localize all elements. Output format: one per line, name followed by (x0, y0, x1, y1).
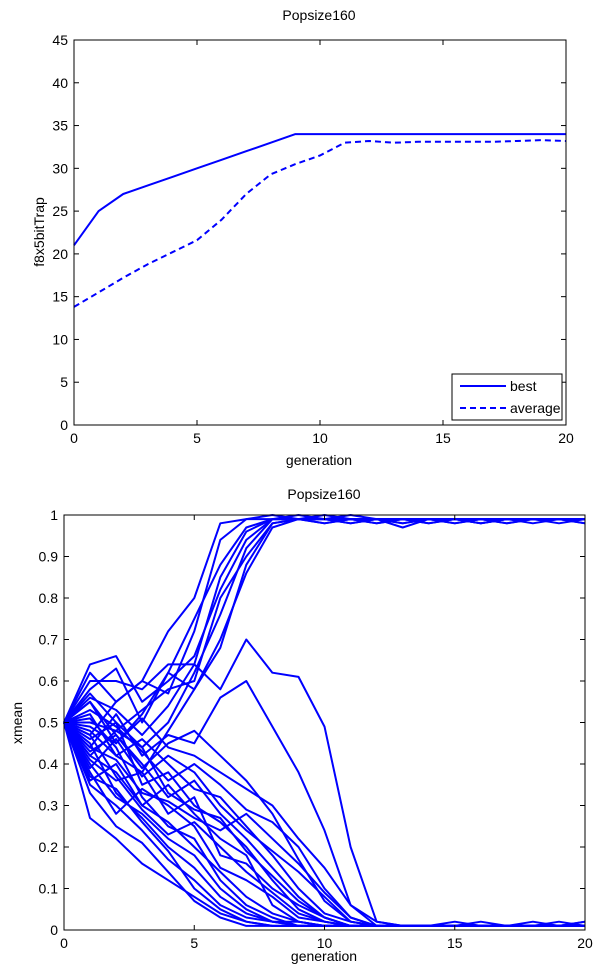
fitness-chart: Popsize160 generation f8x5bitTrap 0 5 10 15… (31, 7, 574, 468)
legend-label-best: best (510, 378, 537, 394)
xmean-series-line-3 (63, 514, 586, 723)
xmean-chart-title: Popsize160 (287, 486, 360, 502)
xmean-y-tick-label: 0.9 (39, 549, 59, 565)
xmean-x-tick-label: 20 (577, 935, 593, 951)
fitness-y-tick-label: 25 (52, 203, 68, 219)
fitness-y-tick-label: 45 (52, 32, 68, 48)
xmean-y-tick-label: 0.8 (39, 590, 59, 606)
fitness-y-tick-label: 15 (52, 289, 68, 305)
xmean-series-line-2 (63, 514, 586, 724)
xmean-chart-xlabel: generation (291, 948, 357, 964)
xmean-series-line-32 (63, 721, 585, 927)
fitness-x-tick-label: 15 (435, 430, 451, 446)
fitness-x-tick-label: 20 (558, 430, 574, 446)
xmean-chart: Popsize160 generation xmean 0 5 10 15 20 0 0.1… (9, 486, 593, 964)
xmean-x-tick-label: 10 (317, 935, 333, 951)
fitness-chart-title: Popsize160 (282, 7, 355, 23)
fitness-y-tick-label: 35 (52, 118, 68, 134)
fitness-x-tick-label: 0 (70, 430, 78, 446)
xmean-y-tick-label: 0.7 (39, 632, 59, 648)
xmean-series-line-1 (63, 514, 585, 723)
fitness-chart-xlabel: generation (286, 452, 352, 468)
fitness-y-tick-label: 5 (60, 374, 68, 390)
xmean-x-tick-label: 0 (60, 935, 68, 951)
legend-box (451, 373, 563, 421)
fitness-y-tick-label: 40 (52, 75, 68, 91)
fitness-y-tick-label: 10 (52, 331, 68, 347)
xmean-series-line-10 (63, 638, 585, 927)
fitness-y-tick-label: 20 (52, 246, 68, 262)
xmean-chart-ylabel: xmean (9, 702, 25, 744)
xmean-x-tick-label: 5 (190, 935, 198, 951)
xmean-y-tick-label: 1 (50, 507, 58, 523)
fitness-chart-ylabel: f8x5bitTrap (31, 197, 47, 267)
fitness-y-tick-label: 0 (60, 417, 68, 433)
xmean-series-line-4 (63, 518, 585, 724)
fitness-axes-box (73, 39, 567, 426)
legend-label-average: average (510, 400, 561, 416)
xmean-y-tick-label: 0.4 (39, 756, 59, 772)
xmean-y-tick-label: 0.2 (39, 839, 59, 855)
fitness-series-line-average (73, 139, 567, 308)
xmean-series-line-9 (64, 518, 585, 732)
xmean-y-tick-label: 0.3 (39, 798, 59, 814)
xmean-y-tick-label: 0 (50, 922, 58, 938)
fitness-y-tick-label: 30 (52, 160, 68, 176)
xmean-y-tick-label: 0.1 (39, 881, 59, 897)
xmean-x-tick-label: 15 (447, 935, 463, 951)
legend: best average (451, 373, 563, 421)
xmean-y-tick-label: 0.6 (39, 673, 59, 689)
fitness-x-tick-label: 5 (193, 430, 201, 446)
xmean-y-tick-label: 0.5 (39, 715, 59, 731)
fitness-x-tick-label: 10 (312, 430, 328, 446)
fitness-series-line-best (73, 133, 566, 246)
